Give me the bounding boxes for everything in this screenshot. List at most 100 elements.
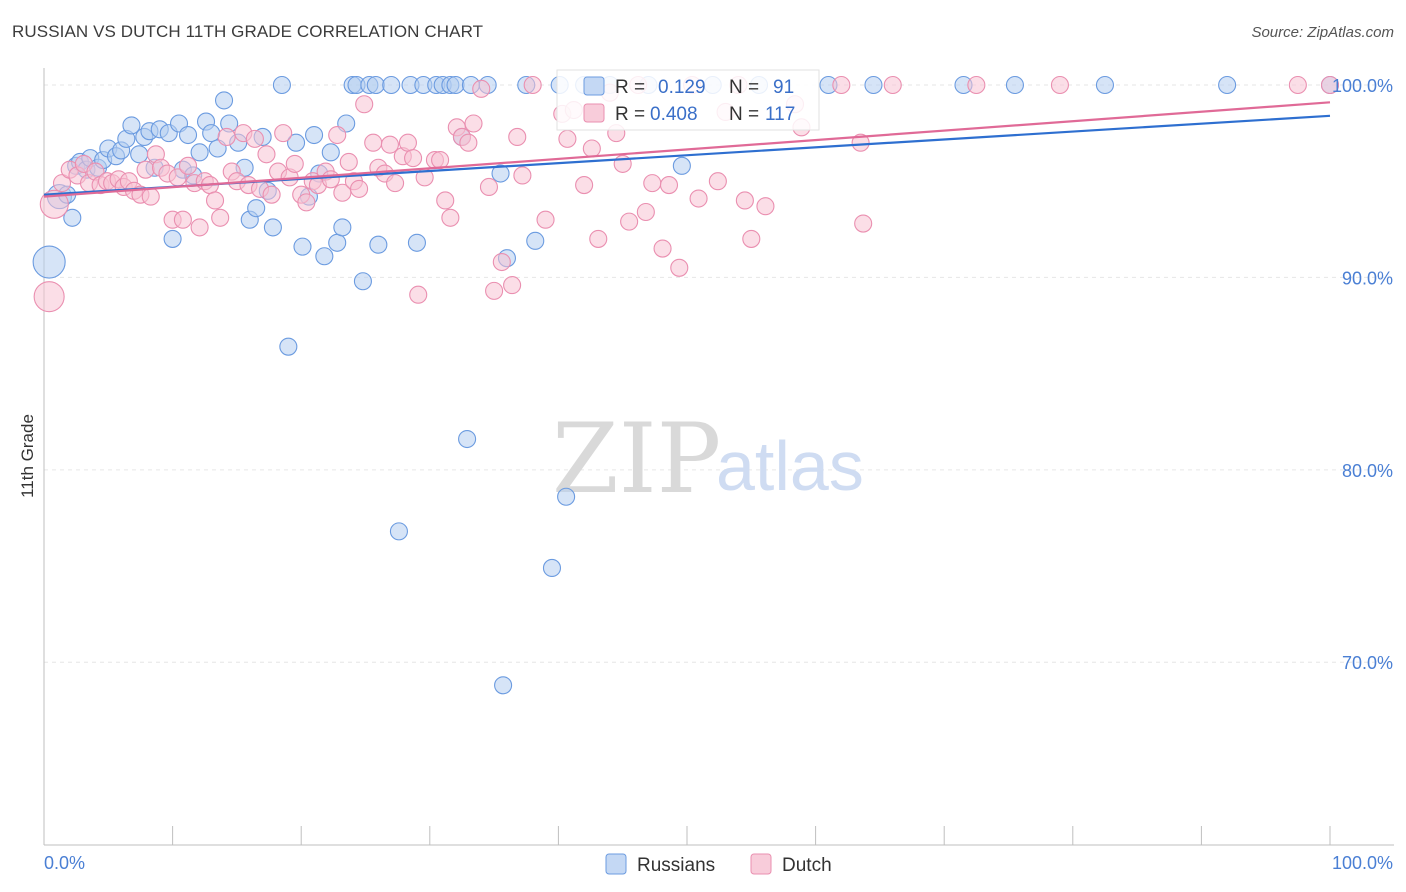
russians-point — [494, 676, 513, 695]
russians-point — [557, 487, 576, 506]
dutch-point — [643, 174, 662, 193]
dutch-point — [190, 218, 209, 237]
russians-point — [446, 75, 465, 95]
russians-point — [63, 208, 82, 227]
dutch-point — [297, 193, 316, 212]
dutch-point — [479, 177, 499, 197]
russians-point — [321, 143, 340, 162]
dutch-point — [328, 125, 347, 145]
dutch-trendline — [43, 101, 1331, 198]
russians-point — [366, 75, 385, 95]
russians-point — [163, 229, 182, 248]
dutch-point — [508, 127, 527, 147]
watermark-atlas: atlas — [716, 427, 864, 505]
dutch-point — [689, 189, 708, 208]
dutch-point — [404, 149, 423, 168]
y-tick-label: 80.0% — [1342, 461, 1393, 481]
russians-point — [293, 237, 312, 256]
dutch-point — [136, 160, 155, 179]
dutch-point — [398, 133, 417, 152]
dutch-point — [1320, 75, 1340, 95]
dutch-point — [350, 179, 369, 198]
russians-point — [672, 156, 691, 175]
bottom-legend-swatch-russians — [605, 853, 627, 875]
dutch-point — [589, 229, 608, 248]
dutch-point — [339, 152, 358, 172]
russians-point — [328, 233, 347, 252]
dutch-point — [513, 166, 532, 185]
dutch-point — [492, 252, 511, 272]
bottom-legend: Russians Dutch — [605, 853, 832, 876]
russians-point — [247, 199, 266, 218]
russians-point — [333, 218, 352, 237]
chart-title: RUSSIAN VS DUTCH 11TH GRADE CORRELATION … — [12, 22, 484, 41]
dutch-point — [1288, 75, 1307, 95]
russians-point — [202, 124, 221, 143]
russians-point — [526, 231, 545, 250]
dutch-point — [832, 75, 851, 95]
russians-point — [279, 337, 298, 356]
dutch-point — [274, 124, 293, 143]
dutch-point — [464, 114, 483, 133]
dutch-point — [523, 75, 542, 95]
legend-n-label-russians: N = — [729, 77, 759, 98]
dutch-point — [503, 276, 522, 295]
russians-point — [491, 164, 510, 183]
dutch-point — [33, 281, 65, 313]
russians-point — [542, 558, 562, 577]
dutch-point — [735, 191, 754, 210]
bottom-legend-label-russians: Russians — [637, 855, 715, 876]
dutch-point — [636, 202, 655, 222]
dutch-point — [1050, 75, 1069, 95]
russians-point — [272, 75, 291, 95]
dutch-point — [582, 139, 601, 158]
y-tick-label: 70.0% — [1342, 653, 1393, 673]
legend-n-label-dutch: N = — [729, 104, 759, 125]
legend-swatch-dutch — [583, 103, 605, 123]
legend-r-value-russians: 0.129 — [658, 77, 706, 98]
dutch-point — [364, 133, 383, 152]
dutch-point — [485, 281, 504, 300]
dutch-point — [141, 187, 160, 206]
trendlines — [43, 101, 1331, 198]
russians-point — [1005, 75, 1024, 95]
dutch-point — [262, 185, 281, 204]
russians-point — [353, 272, 372, 291]
legend-r-value-dutch: 0.408 — [650, 104, 698, 125]
russians-point — [214, 91, 234, 110]
dutch-point — [245, 129, 264, 148]
dutch-point — [883, 75, 902, 95]
dutch-point — [854, 214, 873, 233]
dutch-point — [380, 135, 399, 154]
dutch-point — [441, 208, 460, 227]
y-tick-label: 90.0% — [1342, 268, 1393, 288]
bottom-legend-label-dutch: Dutch — [782, 855, 832, 876]
x-tick-label: 0.0% — [44, 853, 85, 873]
dutch-point — [321, 170, 340, 189]
dutch-point — [459, 133, 478, 152]
dutch-point — [620, 212, 639, 231]
russians-point — [389, 522, 408, 541]
dutch-point — [211, 208, 230, 227]
russians-point — [407, 233, 426, 252]
dutch-point — [575, 176, 594, 195]
stats-legend: R = 0.129 N = 91 R = 0.408 N = 117 — [556, 69, 820, 131]
russians-point — [263, 218, 282, 237]
russians-point — [287, 133, 306, 152]
russians-point — [32, 245, 66, 279]
russians-point — [130, 145, 149, 164]
dutch-point — [386, 174, 405, 193]
watermark-zip: ZIP — [552, 403, 721, 515]
russians-point — [458, 429, 477, 449]
legend-r-label-russians: R = — [615, 77, 645, 98]
watermark: ZIP atlas — [552, 403, 864, 515]
dutch-point — [178, 156, 198, 175]
dutch-point — [742, 229, 761, 248]
dutch-point — [355, 95, 374, 114]
russians-point — [122, 116, 141, 135]
russians-point — [864, 75, 883, 95]
tick-labels: 100.0% 90.0% 80.0% 70.0% 0.0% 100.0% — [44, 76, 1393, 873]
russians-point — [1095, 75, 1114, 95]
dutch-point — [756, 197, 775, 216]
russians-point — [190, 143, 209, 162]
